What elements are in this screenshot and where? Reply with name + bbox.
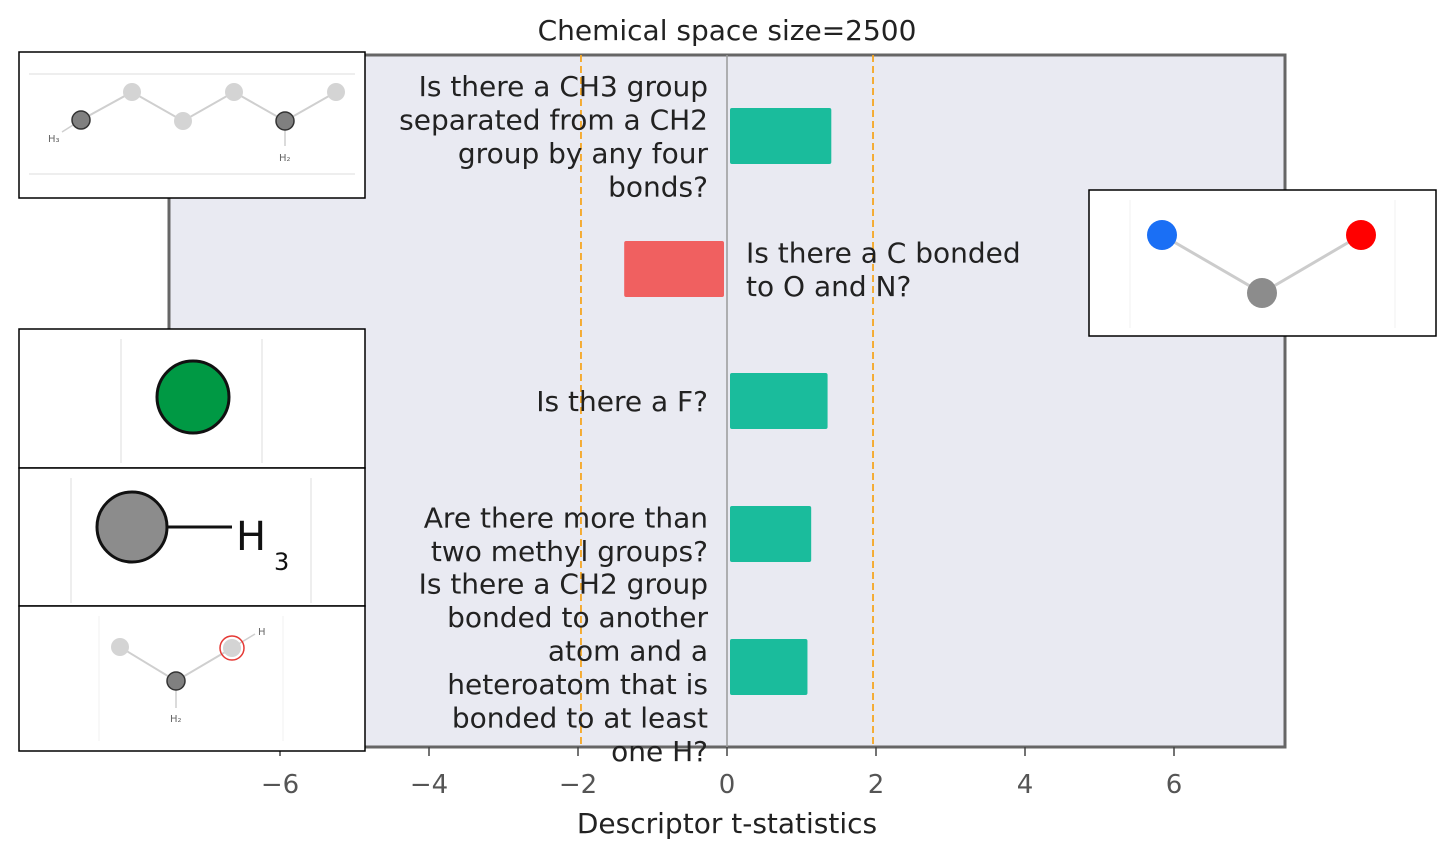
x-tick-label-3: −2 xyxy=(559,770,597,800)
inset-fluorine-atom xyxy=(18,328,366,469)
inset-methyl-group: H 3 xyxy=(18,467,366,607)
inset-chain-subscript-1: H₃ xyxy=(48,134,60,145)
bar-4 xyxy=(730,506,812,562)
category-label-2-line-1: Is there a C bonded xyxy=(746,236,1021,269)
category-label-5-line-1: Is there a CH2 group xyxy=(419,567,708,600)
x-tick-label-2: −4 xyxy=(410,770,448,800)
inset-chain-molecule: H₃ H₂ xyxy=(18,51,366,199)
category-label-1-line-4: bonds? xyxy=(608,170,708,203)
category-label-1-line-2: separated from a CH2 xyxy=(399,103,708,136)
bar-3 xyxy=(730,373,828,429)
inset-ch2-subscript-1: H₂ xyxy=(170,714,182,725)
chart-title: Chemical space size=2500 xyxy=(538,14,917,47)
bar-5 xyxy=(730,639,808,695)
x-axis-label: Descriptor t-statistics xyxy=(577,807,877,840)
category-label-5-line-6: one H? xyxy=(611,735,708,768)
x-tick-label-6: 4 xyxy=(1017,770,1034,800)
category-label-4-line-1: Are there more than xyxy=(424,501,708,534)
category-label-4: Are there more than two methyl groups? xyxy=(424,501,708,568)
x-tick-label-4: 0 xyxy=(719,770,736,800)
inset-ch2-heteroatom-molecule: H₂ H xyxy=(18,605,366,752)
inset-chain-subscript-2: H₂ xyxy=(279,153,291,164)
category-label-5-line-2: bonded to another xyxy=(447,601,708,634)
category-label-2-line-2: to O and N? xyxy=(746,270,911,303)
category-label-1: Is there a CH3 group separated from a CH2… xyxy=(399,70,708,204)
inset-methyl-subscript: 3 xyxy=(274,548,289,576)
x-tick-label-7: 6 xyxy=(1166,770,1183,800)
category-label-3-line-1: Is there a F? xyxy=(536,385,708,418)
category-label-4-line-2: two methyl groups? xyxy=(431,535,708,568)
inset-methyl-h-label: H xyxy=(236,514,266,560)
category-label-5-line-5: bonded to at least xyxy=(452,701,708,734)
x-tick-label-5: 2 xyxy=(868,770,885,800)
category-label-5: Is there a CH2 group bonded to another ato… xyxy=(419,567,709,768)
category-label-2: Is there a C bonded to O and N? xyxy=(746,236,1021,303)
category-label-1-line-3: group by any four xyxy=(458,137,709,170)
inset-c-bonded-o-n-molecule xyxy=(1088,189,1437,337)
bars xyxy=(624,108,832,695)
category-label-5-line-3: atom and a xyxy=(548,634,708,667)
category-label-5-line-4: heteroatom that is xyxy=(447,668,708,701)
inset-ch2-subscript-2: H xyxy=(258,627,266,638)
bar-1 xyxy=(730,108,832,164)
category-labels: Is there a CH3 group separated from a CH2… xyxy=(399,70,1021,768)
significance-lines xyxy=(580,55,874,747)
x-tick-label-1: −6 xyxy=(261,770,299,800)
category-label-1-line-1: Is there a CH3 group xyxy=(419,70,708,103)
x-axis: −6 −4 −2 0 2 4 6 xyxy=(261,747,1182,800)
bar-2 xyxy=(624,241,724,297)
category-label-3: Is there a F? xyxy=(536,385,708,418)
